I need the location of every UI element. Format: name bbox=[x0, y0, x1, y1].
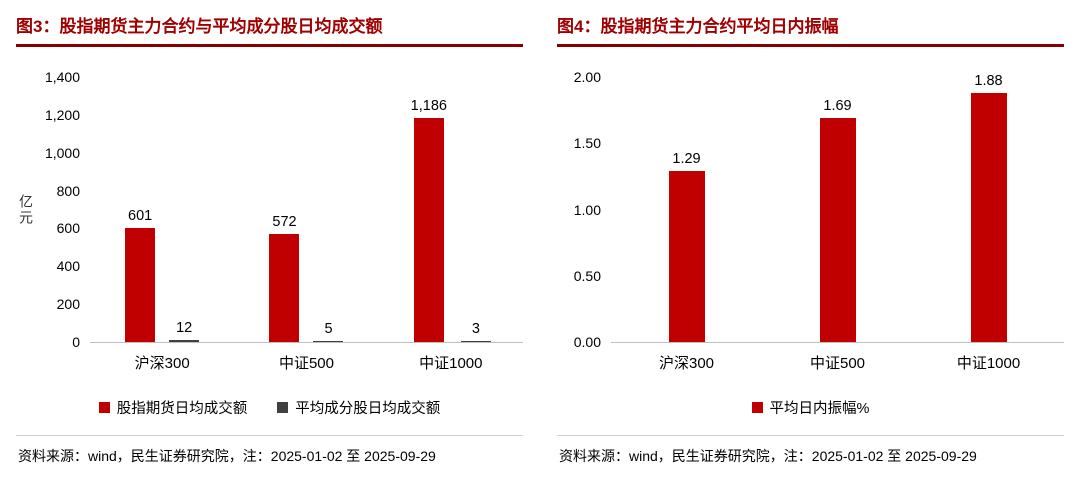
bar bbox=[169, 340, 200, 342]
bar bbox=[413, 118, 444, 342]
y-axis-title: 亿元 bbox=[18, 193, 34, 226]
chart-panel-figure3: 图3：股指期货主力合约与平均成分股日均成交额 亿元 0 200 400 600 800 1… bbox=[16, 10, 523, 480]
y-tick-label: 1.50 bbox=[573, 135, 601, 152]
bar-value-label: 5 bbox=[324, 321, 333, 337]
y-tick-label: 800 bbox=[56, 182, 80, 199]
legend-item: 平均日内振幅% bbox=[751, 397, 870, 418]
y-tick-label: 0 bbox=[72, 334, 80, 350]
y-tick-label: 1,200 bbox=[44, 106, 80, 123]
legend-label: 平均成分股日均成交额 bbox=[295, 401, 441, 417]
x-category-label: 沪深300 bbox=[658, 355, 715, 372]
x-category-label: 沪深300 bbox=[134, 355, 190, 372]
bar-value-label: 1.88 bbox=[974, 73, 1003, 89]
legend-item: 股指期货日均成交额 bbox=[98, 397, 248, 418]
legend-swatch-icon bbox=[751, 402, 763, 413]
source-note: 资料来源：wind，民生证券研究院，注：2025-01-02 至 2025-09… bbox=[557, 435, 1064, 480]
bar-chart-figure3: 亿元 0 200 400 600 800 1,000 1,200 1,400 601 12 572… bbox=[16, 69, 523, 373]
chart-panel-figure4: 图4：股指期货主力合约平均日内振幅 0.00 0.50 1.00 1.50 2.00 1… bbox=[557, 10, 1064, 480]
bar-group: 1,186 3 bbox=[379, 98, 523, 342]
bar-column: 5 bbox=[313, 321, 344, 342]
bar-column: 1.88 bbox=[970, 73, 1007, 342]
y-tick-label: 1.00 bbox=[573, 201, 601, 218]
y-tick-label: 200 bbox=[56, 296, 80, 313]
bar-chart-figure4: 0.00 0.50 1.00 1.50 2.00 1.29 1.69 1.88 沪深300 中… bbox=[557, 69, 1064, 373]
legend: 平均日内振幅% bbox=[557, 397, 1064, 418]
chart-title: 图3：股指期货主力合约与平均成分股日均成交额 bbox=[16, 10, 523, 47]
legend-swatch-icon bbox=[277, 402, 289, 413]
chart-title: 图4：股指期货主力合约平均日内振幅 bbox=[557, 10, 1064, 47]
bar-group: 1.88 bbox=[913, 73, 1064, 342]
y-axis-ticks: 0 200 400 600 800 1,000 1,200 1,400 bbox=[36, 69, 90, 350]
x-category-label: 中证1000 bbox=[956, 355, 1021, 372]
bar-column: 3 bbox=[460, 321, 491, 342]
bar-group: 1.69 bbox=[762, 98, 913, 342]
bar-group: 601 12 bbox=[90, 208, 234, 342]
plot-area: 1.29 1.69 1.88 bbox=[611, 73, 1064, 343]
plot-area-wrap: 1.29 1.69 1.88 沪深300 中证500 中证1000 bbox=[611, 73, 1064, 373]
bar-column: 1,186 bbox=[411, 98, 447, 342]
legend-label: 股指期货日均成交额 bbox=[116, 401, 248, 417]
bar bbox=[313, 341, 344, 342]
y-tick-label: 1,000 bbox=[44, 144, 80, 161]
y-tick-label: 600 bbox=[56, 220, 80, 237]
bar-column: 572 bbox=[269, 214, 300, 342]
bar-value-label: 1,186 bbox=[410, 98, 447, 114]
bar-column: 1.29 bbox=[668, 151, 705, 342]
y-axis-ticks: 0.00 0.50 1.00 1.50 2.00 bbox=[557, 69, 611, 350]
y-axis-title-wrap: 亿元 bbox=[16, 77, 36, 342]
bar-column: 1.69 bbox=[819, 98, 856, 342]
x-axis-labels: 沪深300 中证500 中证1000 bbox=[611, 352, 1064, 373]
bar bbox=[819, 118, 856, 342]
bar-value-label: 601 bbox=[128, 208, 153, 224]
x-axis-labels: 沪深300 中证500 中证1000 bbox=[90, 352, 523, 373]
y-tick-label: 400 bbox=[56, 258, 80, 275]
bar-column: 601 bbox=[125, 208, 156, 342]
y-tick-label: 1,400 bbox=[44, 69, 80, 85]
bar-group: 572 5 bbox=[234, 214, 378, 342]
bar-column: 12 bbox=[169, 320, 200, 342]
y-tick-label: 2.00 bbox=[573, 69, 601, 85]
x-category-label: 中证1000 bbox=[419, 355, 483, 372]
bar-value-label: 1.29 bbox=[672, 151, 701, 167]
legend: 股指期货日均成交额 平均成分股日均成交额 bbox=[16, 397, 523, 418]
source-note: 资料来源：wind，民生证券研究院，注：2025-01-02 至 2025-09… bbox=[16, 435, 523, 480]
legend-item: 平均成分股日均成交额 bbox=[277, 397, 440, 418]
bar-group: 1.29 bbox=[611, 151, 762, 342]
bar bbox=[460, 341, 491, 342]
bar-value-label: 572 bbox=[272, 214, 297, 230]
plot-area-wrap: 601 12 572 5 1,186 3 沪深300 中证500 中证1000 bbox=[90, 77, 523, 373]
bar-value-label: 3 bbox=[471, 321, 480, 337]
bar bbox=[970, 93, 1007, 342]
legend-label: 平均日内振幅% bbox=[769, 401, 870, 417]
x-category-label: 中证500 bbox=[809, 355, 866, 372]
bar bbox=[125, 228, 156, 342]
x-category-label: 中证500 bbox=[278, 355, 334, 372]
plot-area: 601 12 572 5 1,186 3 bbox=[90, 77, 523, 343]
y-tick-label: 0.00 bbox=[573, 334, 601, 350]
legend-swatch-icon bbox=[98, 402, 110, 413]
bar bbox=[269, 234, 300, 342]
y-tick-label: 0.50 bbox=[573, 267, 601, 284]
bar-value-label: 12 bbox=[176, 320, 193, 336]
bar bbox=[668, 171, 705, 342]
bar-value-label: 1.69 bbox=[823, 98, 852, 114]
